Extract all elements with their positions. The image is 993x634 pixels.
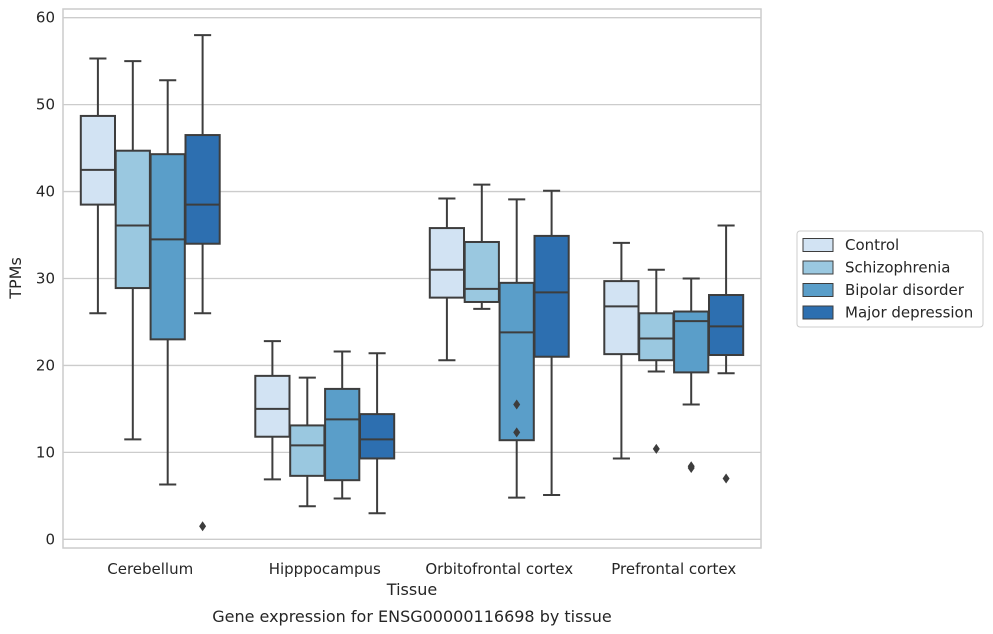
y-tick-label: 40 <box>36 183 55 201</box>
outlier-point <box>722 473 730 484</box>
box-3-1 <box>638 268 675 454</box>
box-2-1 <box>463 183 500 310</box>
box-iqr <box>289 424 326 477</box>
y-tick-label: 60 <box>36 9 55 27</box>
box-3-3 <box>707 224 745 484</box>
legend-swatch <box>802 238 834 252</box>
box-iqr <box>707 294 745 357</box>
box-3-0 <box>603 241 640 460</box>
chart-caption: Gene expression for ENSG00000116698 by t… <box>212 607 612 626</box>
y-tick-label: 10 <box>36 443 55 461</box>
legend-label: Schizophrenia <box>845 259 950 277</box>
x-tick-label: Cerebellum <box>107 560 193 578</box>
box-0-3 <box>184 34 221 532</box>
box-2-3 <box>533 189 570 496</box>
legend-frame <box>796 230 984 328</box>
legend: Control Schizophrenia Bipolar disorder Majo… <box>796 230 984 328</box>
box-1-0 <box>254 340 291 481</box>
box-0-2 <box>149 79 186 486</box>
box-1-3 <box>358 352 396 515</box>
box-3-2 <box>673 277 710 474</box>
x-tick-label: Hipppocampus <box>269 560 381 578</box>
outlier-point <box>513 399 521 410</box>
legend-label: Bipolar disorder <box>845 281 965 299</box>
box-iqr <box>498 281 535 442</box>
box-iqr <box>463 240 500 303</box>
y-ticks: 0 10 20 30 40 50 60 <box>36 9 55 549</box>
box-iqr <box>79 114 117 206</box>
legend-swatch <box>802 260 834 275</box>
box-2-2 <box>498 198 535 499</box>
plot-frame <box>62 8 762 549</box>
y-tick-label: 30 <box>36 270 55 288</box>
outlier-point <box>652 443 660 454</box>
boxes <box>79 34 745 532</box>
box-iqr <box>428 227 466 299</box>
box-iqr <box>254 374 291 438</box>
outlier-point <box>199 521 207 532</box>
box-1-1 <box>289 376 326 508</box>
y-tick-label: 0 <box>45 530 55 548</box>
box-iqr <box>149 153 186 341</box>
outlier-point <box>687 463 695 474</box>
box-iqr <box>358 413 396 460</box>
outlier-point <box>513 427 521 438</box>
x-ticks: Cerebellum Hipppocampus Orbitofrontal cort… <box>107 560 736 578</box>
box-iqr <box>324 387 361 482</box>
y-tick-label: 20 <box>36 356 55 374</box>
x-tick-label: Orbitofrontal cortex <box>425 560 573 578</box>
box-0-1 <box>114 60 151 441</box>
box-iqr <box>533 234 570 358</box>
y-axis-title: TPMs <box>6 257 25 300</box>
box-iqr <box>638 312 675 362</box>
x-tick-label: Prefrontal cortex <box>611 560 736 578</box>
box-iqr <box>184 134 221 245</box>
x-axis-title: Tissue <box>386 580 437 599</box>
box-iqr <box>114 149 151 290</box>
legend-label: Major depression <box>845 304 973 322</box>
legend-swatch <box>802 283 834 297</box>
legend-label: Control <box>845 236 899 254</box>
box-2-0 <box>428 197 466 362</box>
box-iqr <box>603 280 640 356</box>
box-0-0 <box>79 57 117 315</box>
legend-swatch <box>802 305 834 320</box>
box-1-2 <box>324 350 361 500</box>
y-tick-label: 50 <box>36 96 55 114</box>
